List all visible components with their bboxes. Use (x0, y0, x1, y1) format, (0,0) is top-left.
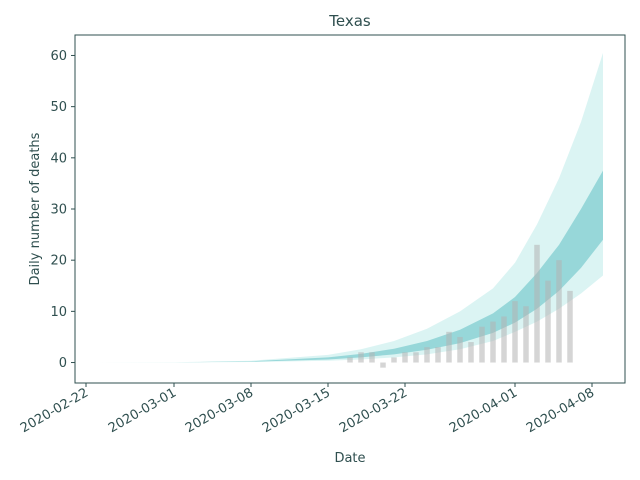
bar-2020-03-29 (479, 326, 485, 363)
bar-2020-03-28 (468, 342, 474, 363)
y-axis-label: Daily number of deaths (28, 132, 43, 285)
bar-2020-03-27 (457, 336, 463, 363)
bar-2020-04-05 (556, 260, 562, 363)
bar-2020-03-31 (501, 316, 507, 363)
x-axis-label: Date (334, 451, 365, 466)
observed-deaths-bars (347, 244, 573, 368)
bar-2020-03-26 (446, 331, 452, 363)
bar-2020-04-03 (534, 244, 540, 363)
chart-title: Texas (328, 12, 371, 30)
plot-area (97, 52, 603, 368)
y-tick-label-30: 30 (50, 203, 67, 218)
bar-2020-04-06 (567, 290, 573, 363)
y-tick-label-60: 60 (50, 49, 67, 64)
bar-2020-03-17 (347, 357, 353, 363)
bar-2020-03-24 (424, 347, 430, 363)
y-tick-label-10: 10 (50, 305, 67, 320)
bar-2020-03-25 (435, 347, 441, 363)
bar-2020-04-02 (523, 306, 529, 363)
bar-2020-03-30 (490, 321, 496, 363)
bar-2020-03-21 (391, 357, 397, 363)
y-tick-label-0: 0 (59, 356, 67, 371)
bar-2020-04-01 (512, 301, 518, 363)
bar-2020-03-22 (402, 352, 408, 363)
y-axis: 0 10 20 30 40 50 60 (50, 49, 75, 371)
bar-2020-03-18 (358, 352, 364, 363)
y-tick-label-20: 20 (50, 254, 67, 269)
y-tick-label-40: 40 (50, 151, 67, 166)
bar-2020-03-23 (413, 352, 419, 363)
bar-2020-04-04 (545, 280, 551, 363)
bar-2020-03-19 (369, 352, 375, 363)
bar-2020-03-20 (380, 362, 386, 368)
y-tick-label-50: 50 (50, 100, 67, 115)
